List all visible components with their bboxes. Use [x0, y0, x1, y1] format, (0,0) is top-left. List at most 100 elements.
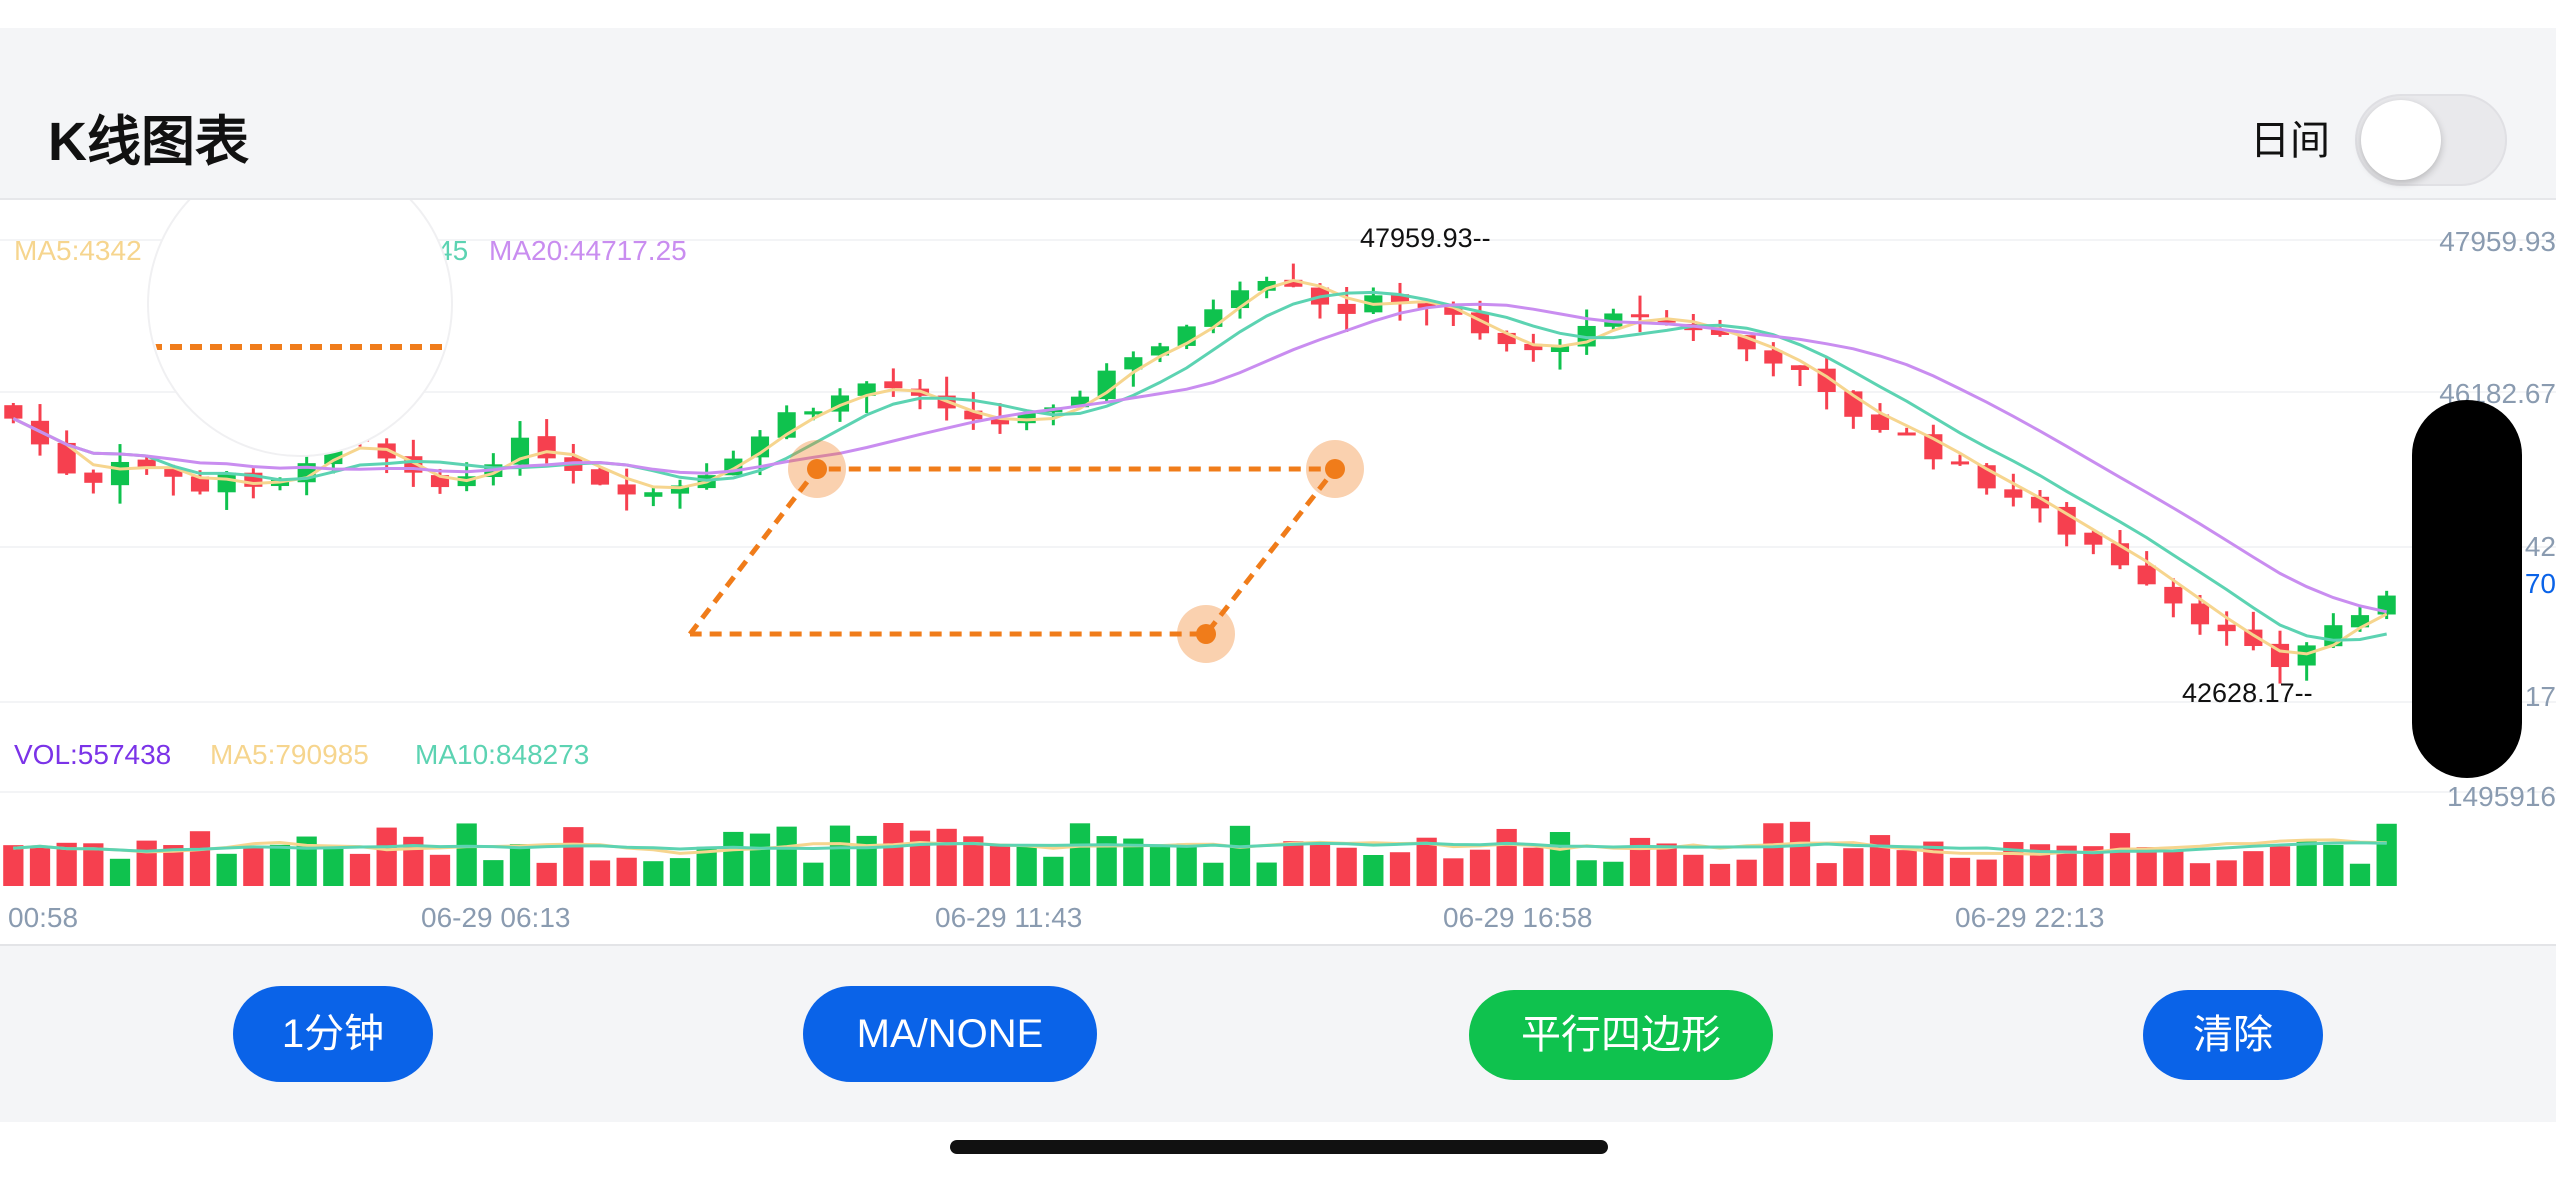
candle-body — [1747, 268, 1776, 296]
parallelogram-drawing[interactable] — [688, 440, 1364, 663]
volume-bar — [829, 825, 851, 886]
candle-body — [1124, 357, 1143, 370]
candle-body — [1619, 344, 1648, 363]
volume-bar — [1149, 846, 1171, 886]
legend-ma20: MA20:44717.25 — [489, 235, 687, 266]
volume-bar — [1256, 862, 1277, 886]
candle-body — [2259, 323, 2288, 333]
volume-bar — [2216, 860, 2237, 886]
volume-bar — [909, 830, 931, 886]
candle-body — [217, 472, 236, 493]
day-mode-toggle[interactable] — [2355, 94, 2507, 186]
volume-bar — [243, 846, 264, 886]
volume-bar — [109, 858, 131, 886]
chart-scroll-handle[interactable] — [2412, 400, 2522, 778]
volume-bar — [2296, 839, 2317, 886]
legend-ma5: MA5:4342 — [14, 235, 142, 266]
time-label-3: 06-29 16:58 — [1443, 902, 1592, 933]
volume-bar — [856, 835, 877, 886]
candle-body — [110, 461, 130, 486]
candle-body — [2173, 273, 2202, 306]
volume-bar — [1443, 858, 1464, 886]
volume-bar — [429, 854, 451, 886]
kline-chart-area[interactable]: MA5:4342 45 MA20:44717.25 VOL:557438 MA5… — [0, 198, 2556, 946]
candle-body — [990, 418, 1010, 425]
candle-body — [4, 405, 23, 419]
volume-bar — [2163, 850, 2184, 886]
candle-body — [2088, 258, 2117, 266]
volume-bar — [1789, 821, 1811, 886]
candle-body — [979, 507, 1008, 534]
candle-body — [590, 469, 610, 485]
volume-bar — [1283, 841, 1304, 886]
volume-bar — [2109, 833, 2131, 886]
volume-legend-ma5: MA5:790985 — [210, 739, 369, 770]
candle-body — [1497, 332, 1516, 345]
candle-body — [1875, 220, 1904, 231]
kline-chart[interactable]: MA5:4342 45 MA20:44717.25 VOL:557438 MA5… — [0, 200, 2556, 946]
candle-body — [2387, 274, 2416, 295]
candle-body — [750, 436, 770, 458]
volume-bar — [1336, 847, 1357, 886]
volume-bar — [1976, 859, 1997, 886]
volume-bar — [3, 845, 24, 886]
candle-body — [1070, 396, 1090, 408]
interval-button[interactable]: 1分钟 — [233, 986, 433, 1082]
volume-bar — [1896, 850, 1917, 886]
volume-bar — [776, 826, 797, 886]
clear-button[interactable]: 清除 — [2143, 990, 2323, 1080]
candle-body — [1444, 306, 1463, 315]
candle-body — [1550, 346, 1570, 352]
volume-bar — [1576, 860, 1597, 886]
candle-body — [857, 383, 876, 396]
candles-group — [4, 263, 2396, 684]
candle-body — [1789, 237, 1818, 265]
volume-bar — [1523, 847, 1544, 886]
home-indicator — [950, 1140, 1608, 1154]
candle-body — [617, 484, 636, 495]
volume-ma10-line — [13, 841, 2387, 855]
candle-body — [1491, 425, 1520, 433]
page-title: K线图表 — [48, 112, 249, 172]
candle-body — [765, 524, 794, 549]
volume-bar — [83, 843, 104, 886]
candle-body — [2057, 506, 2076, 535]
candle-body — [1832, 222, 1861, 238]
volume-bar — [136, 840, 157, 886]
volume-bar — [56, 842, 77, 886]
status-area — [0, 0, 2556, 28]
volume-bar — [163, 845, 184, 886]
candle-body — [537, 436, 556, 459]
volume-bar — [1469, 849, 1491, 886]
volume-bar — [723, 831, 744, 886]
volume-bar — [803, 862, 824, 886]
candle-body — [2045, 243, 2074, 256]
volume-bar — [1016, 844, 1037, 886]
volume-bar — [216, 853, 237, 886]
candle-body — [467, 503, 496, 529]
volume-bar — [1389, 852, 1411, 886]
volume-bar — [1123, 838, 1144, 886]
indicator-button[interactable]: MA/NONE — [803, 986, 1097, 1082]
candle-body — [1192, 386, 1221, 406]
candle-body — [1764, 350, 1783, 364]
candle-body — [1448, 434, 1477, 450]
volume-bar — [1069, 823, 1091, 886]
candle-body — [1405, 442, 1434, 452]
candle-body — [296, 514, 325, 545]
volume-bar — [1416, 837, 1437, 886]
candle-body — [595, 516, 624, 536]
volume-axis-max: 1495916 — [2447, 781, 2556, 812]
bottom-toolbar: 1分钟 MA/NONE 平行四边形 清除 — [0, 944, 2556, 1122]
volume-bar — [349, 853, 371, 886]
candle-body — [552, 535, 581, 551]
candle-body — [1363, 430, 1392, 444]
candle-body — [1017, 413, 1036, 424]
volume-bar — [696, 846, 717, 886]
candle-body — [2515, 291, 2544, 301]
chart-grid — [0, 239, 2556, 793]
drawing-tool-button[interactable]: 平行四边形 — [1469, 990, 1773, 1080]
drawing-point-1 — [807, 459, 827, 479]
volume-bar — [2189, 863, 2211, 886]
candle-body — [804, 411, 823, 415]
